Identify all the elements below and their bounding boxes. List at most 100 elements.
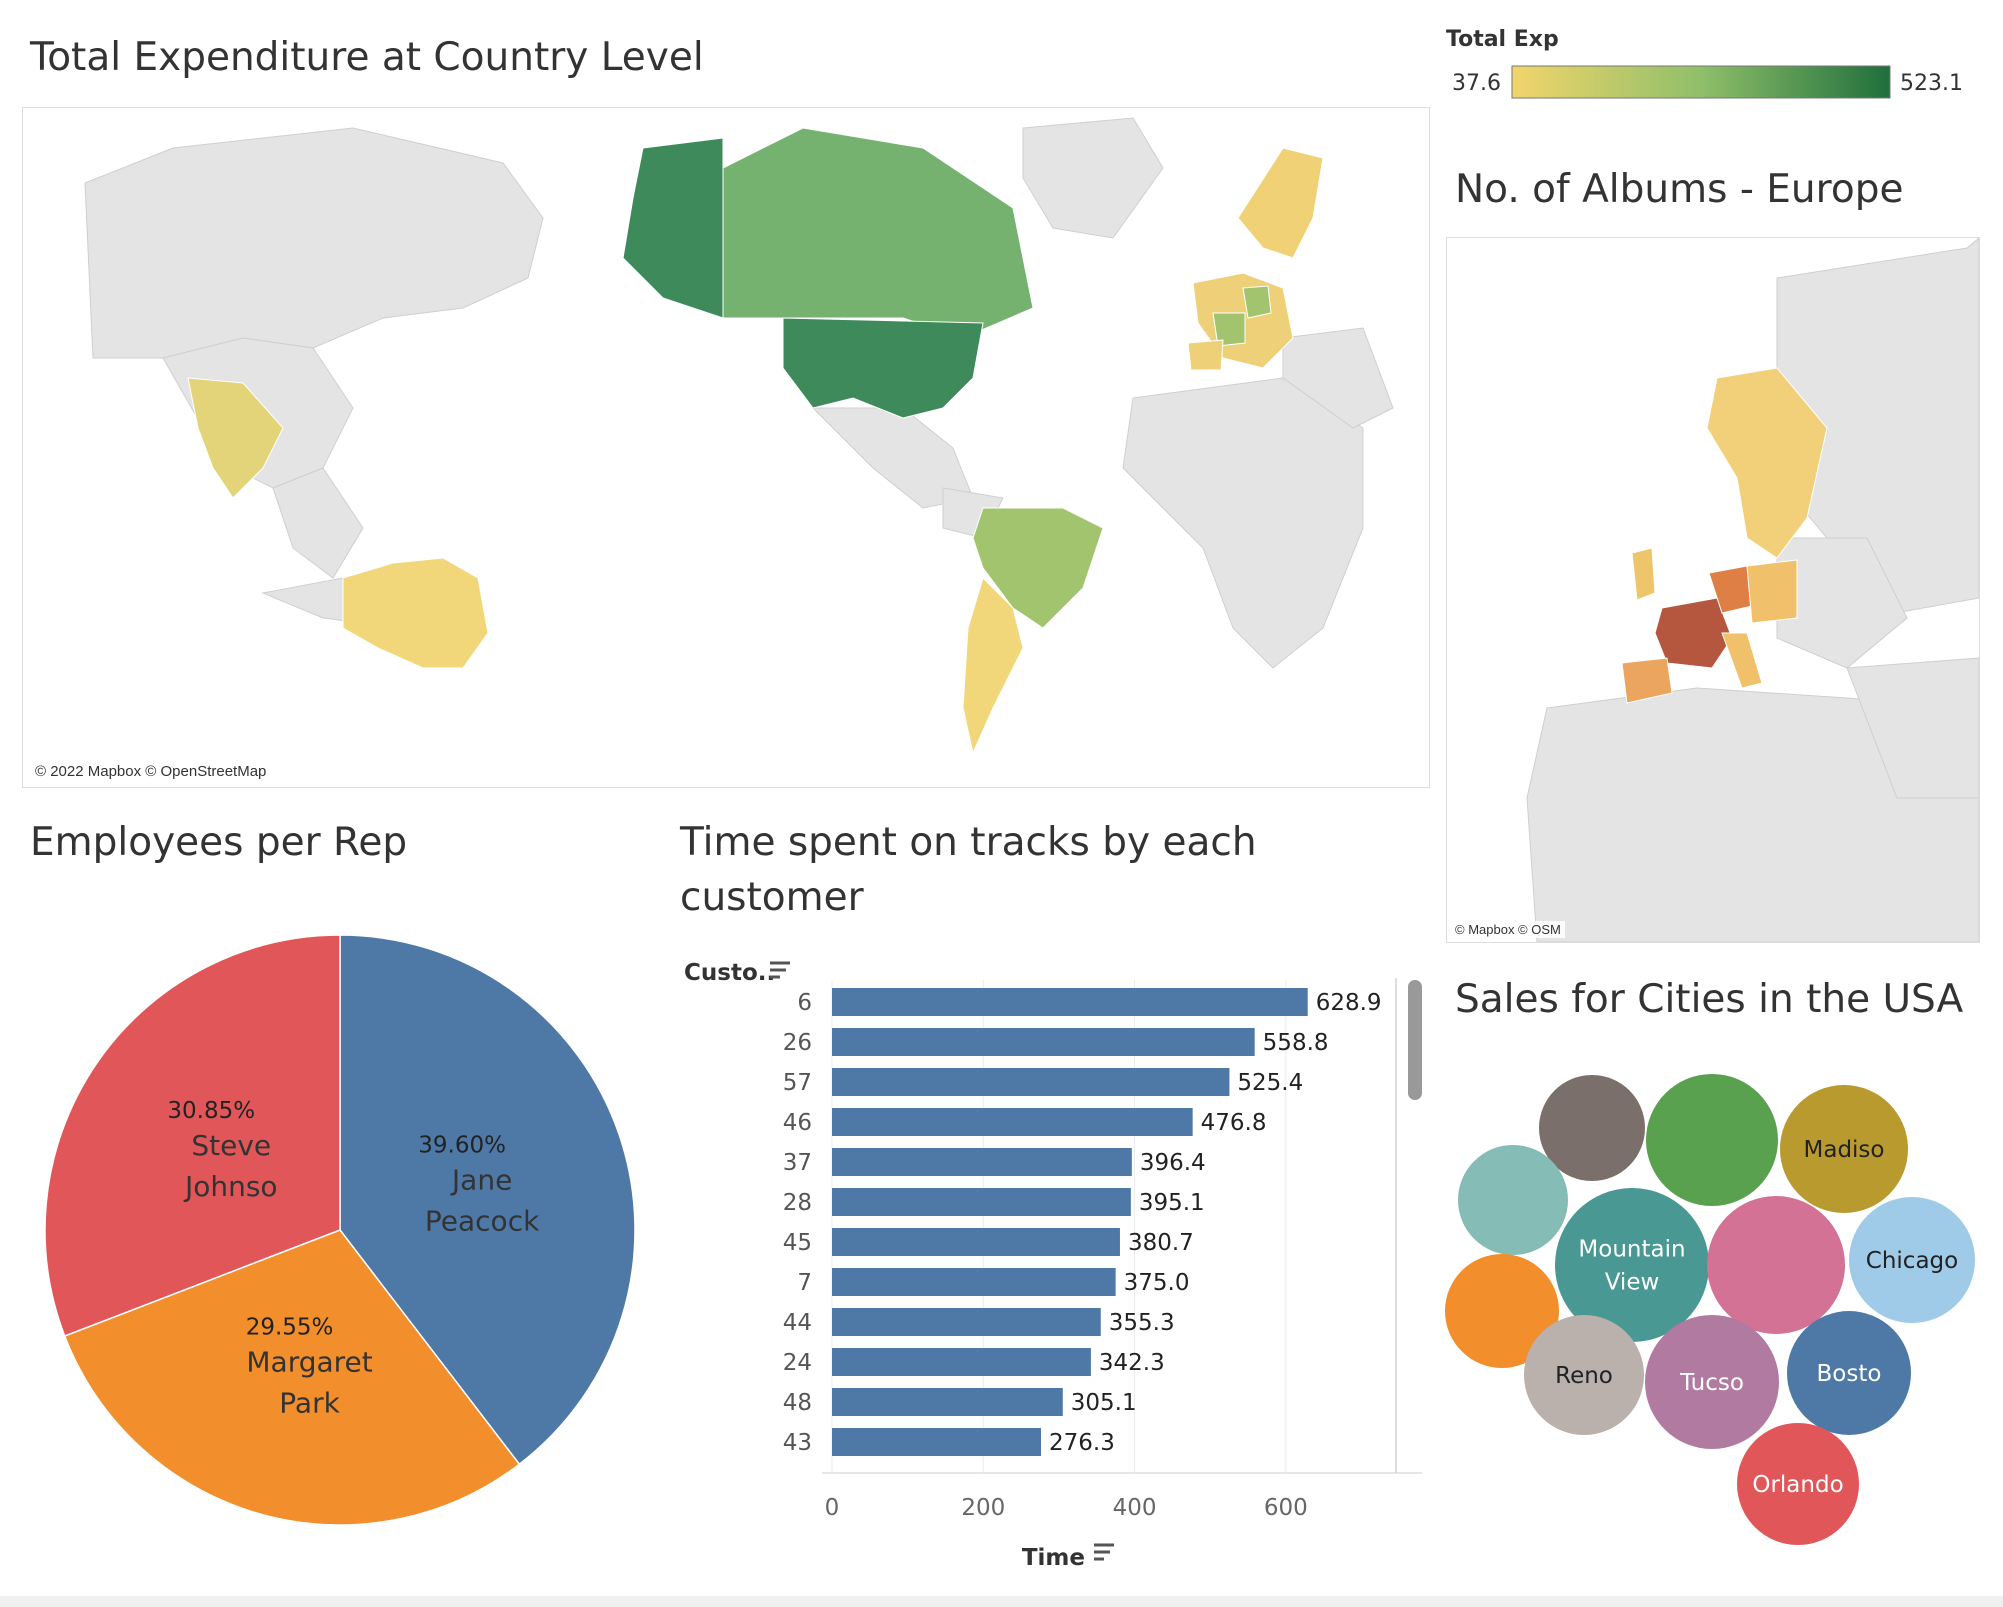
bar-category-label: 44 — [783, 1310, 812, 1336]
bar-category-label: 43 — [783, 1430, 812, 1456]
bar-category-label: 45 — [783, 1230, 812, 1256]
city-bubble[interactable] — [1737, 1423, 1859, 1545]
pie-slice[interactable] — [44, 934, 341, 1337]
country-alaska — [622, 137, 724, 319]
pie-slice-name-label: Johnso — [183, 1170, 278, 1203]
europe-iberia — [1621, 657, 1673, 704]
bar-value-label: 628.9 — [1316, 990, 1382, 1016]
city-bubble-label: Reno — [1555, 1363, 1613, 1389]
pie-slice[interactable] — [339, 934, 636, 1466]
city-bubble[interactable] — [1645, 1315, 1779, 1449]
bar-category-label: 7 — [797, 1270, 812, 1296]
scrollbar-thumb[interactable] — [1408, 980, 1422, 1100]
city-bubble[interactable] — [1445, 1254, 1559, 1368]
city-bubble[interactable] — [1646, 1074, 1778, 1206]
bar-x-tick-label: 600 — [1264, 1495, 1308, 1521]
pie-slice-percent-label: 29.55% — [246, 1314, 334, 1340]
bar-category-label: 46 — [783, 1110, 812, 1136]
city-bubble-label: Mountain — [1578, 1237, 1685, 1263]
bar[interactable] — [832, 1188, 1131, 1216]
city-bubble[interactable] — [1539, 1075, 1645, 1181]
country-iberia — [1187, 339, 1224, 371]
city-bubble[interactable] — [1524, 1315, 1644, 1435]
country-india — [187, 377, 284, 499]
bar-value-label: 375.0 — [1124, 1270, 1190, 1296]
bar[interactable] — [832, 1308, 1101, 1336]
land-russia — [84, 127, 544, 359]
pie-slice[interactable] — [63, 1229, 521, 1526]
city-bubble[interactable] — [1787, 1311, 1911, 1435]
city-bubble[interactable] — [1707, 1196, 1845, 1334]
country-usa — [782, 317, 984, 419]
bar-x-tick-label: 200 — [961, 1495, 1005, 1521]
bar[interactable] — [832, 1348, 1091, 1376]
country-canada — [722, 127, 1034, 339]
pie-chart: 39.60% Jane Peacock 29.55% Margaret Park 30.85… — [30, 920, 650, 1540]
bar-x-axis-title: Time — [1022, 1545, 1085, 1570]
bottom-strip — [0, 1596, 2003, 1607]
bubble-chart: Madiso Mountain View Chicago Reno Tucso Bosto O… — [1440, 1060, 1980, 1560]
pie-slice-percent-label: 39.60% — [418, 1133, 506, 1159]
bar-value-label: 525.4 — [1237, 1070, 1303, 1096]
country-france — [1212, 312, 1246, 347]
legend-title: Total Exp — [1446, 27, 1559, 52]
europe-land-east — [1776, 537, 1908, 669]
country-argentina — [962, 577, 1024, 755]
bar[interactable] — [832, 1148, 1132, 1176]
europe-italy — [1721, 632, 1763, 689]
world-map[interactable]: © 2022 Mapbox © OpenStreetMap — [22, 107, 1430, 788]
city-bubble-label: Orlando — [1752, 1472, 1843, 1498]
pie-slice-name-label: Park — [279, 1386, 340, 1419]
europe-scandinavia — [1706, 367, 1828, 559]
world-map-title: Total Expenditure at Country Level — [30, 35, 704, 80]
bubble-chart-svg: Madiso Mountain View Chicago Reno Tucso Bosto O… — [1445, 1074, 1975, 1545]
europe-map-title: No. of Albums - Europe — [1455, 167, 1904, 212]
bar[interactable] — [832, 1108, 1193, 1136]
bar[interactable] — [832, 988, 1308, 1016]
bar[interactable] — [832, 1268, 1116, 1296]
legend-gradient-bar — [1511, 65, 1891, 99]
city-bubble-label: Madiso — [1804, 1137, 1885, 1163]
bar[interactable] — [832, 1228, 1120, 1256]
europe-central — [1746, 559, 1798, 624]
bar-category-label: 24 — [783, 1350, 812, 1376]
bar-value-label: 342.3 — [1099, 1350, 1165, 1376]
bar-category-label: 28 — [783, 1190, 812, 1216]
bar[interactable] — [832, 1028, 1255, 1056]
sort-icon[interactable] — [770, 961, 790, 979]
europe-map-svg — [1526, 236, 1980, 943]
bar-chart-title: Time spent on tracks by each customer — [680, 820, 1257, 921]
city-bubble-label: Bosto — [1817, 1361, 1882, 1387]
sort-icon[interactable] — [1094, 1543, 1114, 1561]
world-map-attribution: © 2022 Mapbox © OpenStreetMap — [31, 762, 271, 781]
bar[interactable] — [832, 1388, 1063, 1416]
country-australia — [342, 557, 489, 669]
legend-max-label: 523.1 — [1900, 71, 1963, 96]
bar-value-label: 396.4 — [1140, 1150, 1206, 1176]
land-africa — [1122, 377, 1364, 669]
bar-value-label: 558.8 — [1263, 1030, 1329, 1056]
bar[interactable] — [832, 1068, 1230, 1096]
city-bubble-label: Tucso — [1679, 1370, 1744, 1396]
europe-map[interactable]: © Mapbox © OSM — [1446, 236, 1980, 943]
city-bubble[interactable] — [1780, 1085, 1908, 1213]
country-nordics — [1237, 147, 1324, 259]
world-map-svg — [84, 117, 1394, 755]
europe-map-attribution: © Mapbox © OSM — [1451, 921, 1565, 938]
bar-axis-header: Custo.. — [684, 960, 775, 986]
bar-category-label: 26 — [783, 1030, 812, 1056]
city-bubble[interactable] — [1458, 1145, 1568, 1255]
city-bubble[interactable] — [1849, 1197, 1975, 1323]
pie-slice-name-label: Peacock — [425, 1205, 540, 1238]
pie-slice-name-label: Jane — [450, 1164, 512, 1197]
bar-category-label: 57 — [783, 1070, 812, 1096]
bar[interactable] — [832, 1428, 1041, 1456]
color-legend: Total Exp 37.6 523.1 — [1440, 22, 1980, 112]
bubble-chart-title: Sales for Cities in the USA — [1455, 977, 1964, 1022]
pie-slice-name-label: Steve — [191, 1129, 271, 1162]
bar-chart[interactable]: Custo.. 6 628.9 26 558.8 57 525.4 46 476.8 37 396.… — [680, 950, 1440, 1571]
bar-value-label: 305.1 — [1071, 1390, 1137, 1416]
land-greenland — [1022, 117, 1164, 239]
city-bubble[interactable] — [1555, 1188, 1709, 1342]
bar-value-label: 276.3 — [1049, 1430, 1115, 1456]
